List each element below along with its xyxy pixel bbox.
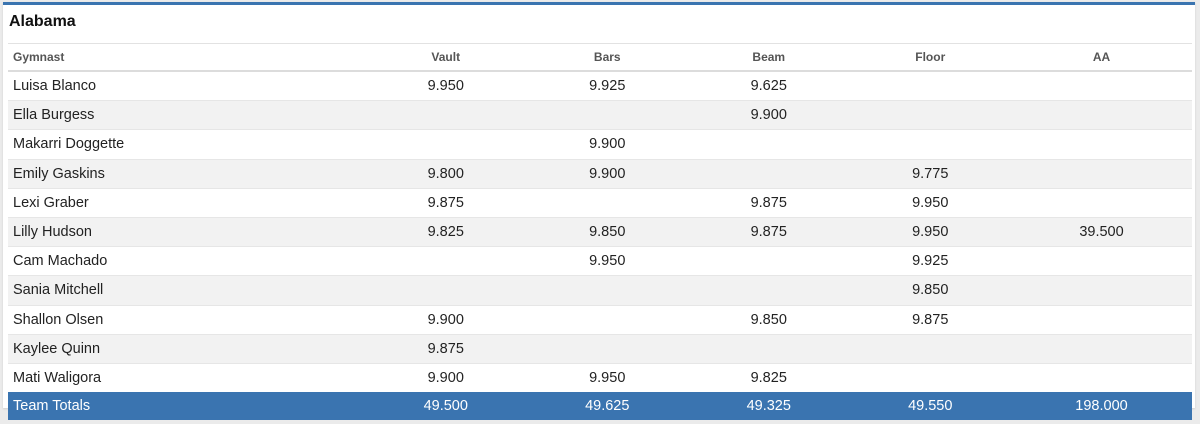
column-header-aa[interactable]: AA (1011, 43, 1192, 72)
gymnast-name-cell: Mati Waligora (8, 362, 365, 393)
floor-score-cell: 9.925 (849, 246, 1011, 276)
column-header-beam[interactable]: Beam (688, 43, 850, 72)
vault-score-cell (365, 129, 527, 160)
floor-score-cell (849, 70, 1011, 101)
floor-score-cell (849, 129, 1011, 160)
gymnast-name-cell: Luisa Blanco (8, 70, 365, 101)
table-row: Emily Gaskins 9.800 9.900 9.775 (8, 158, 1192, 189)
aa-score-cell (1011, 333, 1192, 364)
aa-score-cell (1011, 129, 1192, 160)
floor-score-cell: 9.950 (849, 216, 1011, 247)
bars-score-cell (526, 100, 688, 130)
vault-score-cell: 9.875 (365, 187, 527, 218)
column-header-bars[interactable]: Bars (526, 43, 688, 72)
aa-score-cell (1011, 187, 1192, 218)
floor-score-cell (849, 333, 1011, 364)
vault-score-cell: 9.875 (365, 333, 527, 364)
table-row: Mati Waligora 9.900 9.950 9.825 (8, 362, 1192, 393)
total-aa: 198.000 (1011, 392, 1192, 421)
vault-score-cell: 9.950 (365, 70, 527, 101)
scores-table: Gymnast Vault Bars Beam Floor AA Luisa B… (8, 43, 1192, 421)
gymnast-name-cell: Lexi Graber (8, 187, 365, 218)
total-beam: 49.325 (688, 392, 850, 421)
floor-score-cell: 9.950 (849, 187, 1011, 218)
vault-score-cell: 9.825 (365, 216, 527, 247)
column-header-gymnast[interactable]: Gymnast (8, 43, 365, 72)
beam-score-cell (688, 158, 850, 189)
team-scores-panel: Alabama Gymnast Vault Bars Beam Floor AA… (3, 2, 1195, 421)
totals-label: Team Totals (8, 392, 365, 421)
bars-score-cell: 9.925 (526, 70, 688, 101)
table-row: Kaylee Quinn 9.875 (8, 333, 1192, 364)
table-row: Shallon Olsen 9.900 9.850 9.875 (8, 304, 1192, 335)
beam-score-cell (688, 246, 850, 276)
gymnast-name-cell: Emily Gaskins (8, 158, 365, 189)
bars-score-cell: 9.900 (526, 158, 688, 189)
aa-score-cell (1011, 304, 1192, 335)
floor-score-cell: 9.875 (849, 304, 1011, 335)
total-floor: 49.550 (849, 392, 1011, 421)
aa-score-cell (1011, 246, 1192, 276)
column-header-vault[interactable]: Vault (365, 43, 527, 72)
bars-score-cell (526, 333, 688, 364)
gymnast-name-cell: Ella Burgess (8, 100, 365, 130)
total-bars: 49.625 (526, 392, 688, 421)
beam-score-cell (688, 275, 850, 305)
score-rows: Luisa Blanco 9.950 9.925 9.625 Ella Burgess 9… (8, 70, 1192, 393)
bars-score-cell: 9.950 (526, 246, 688, 276)
aa-score-cell (1011, 362, 1192, 393)
vault-score-cell (365, 275, 527, 305)
table-row: Ella Burgess 9.900 (8, 100, 1192, 130)
gymnast-name-cell: Cam Machado (8, 246, 365, 276)
vault-score-cell: 9.800 (365, 158, 527, 189)
table-row: Cam Machado 9.950 9.925 (8, 246, 1192, 276)
table-header-row: Gymnast Vault Bars Beam Floor AA (8, 43, 1192, 72)
vault-score-cell (365, 246, 527, 276)
table-row: Sania Mitchell 9.850 (8, 275, 1192, 305)
bars-score-cell (526, 187, 688, 218)
total-vault: 49.500 (365, 392, 527, 421)
beam-score-cell: 9.825 (688, 362, 850, 393)
beam-score-cell (688, 129, 850, 160)
aa-score-cell (1011, 100, 1192, 130)
beam-score-cell: 9.875 (688, 216, 850, 247)
bars-score-cell (526, 304, 688, 335)
vault-score-cell (365, 100, 527, 130)
table-row: Lexi Graber 9.875 9.875 9.950 (8, 187, 1192, 218)
beam-score-cell: 9.875 (688, 187, 850, 218)
floor-score-cell: 9.850 (849, 275, 1011, 305)
bars-score-cell: 9.950 (526, 362, 688, 393)
team-title: Alabama (9, 13, 76, 30)
bars-score-cell: 9.900 (526, 129, 688, 160)
beam-score-cell: 9.900 (688, 100, 850, 130)
bars-score-cell (526, 275, 688, 305)
aa-score-cell (1011, 275, 1192, 305)
aa-score-cell: 39.500 (1011, 216, 1192, 247)
column-header-floor[interactable]: Floor (849, 43, 1011, 72)
beam-score-cell: 9.850 (688, 304, 850, 335)
beam-score-cell: 9.625 (688, 70, 850, 101)
beam-score-cell (688, 333, 850, 364)
floor-score-cell (849, 362, 1011, 393)
aa-score-cell (1011, 158, 1192, 189)
vault-score-cell: 9.900 (365, 362, 527, 393)
table-row: Lilly Hudson 9.825 9.850 9.875 9.950 39.500 (8, 216, 1192, 247)
table-row: Luisa Blanco 9.950 9.925 9.625 (8, 70, 1192, 101)
table-row: Makarri Doggette 9.900 (8, 129, 1192, 160)
vault-score-cell: 9.900 (365, 304, 527, 335)
floor-score-cell (849, 100, 1011, 130)
aa-score-cell (1011, 70, 1192, 101)
gymnast-name-cell: Makarri Doggette (8, 129, 365, 160)
gymnast-name-cell: Lilly Hudson (8, 216, 365, 247)
bars-score-cell: 9.850 (526, 216, 688, 247)
gymnast-name-cell: Shallon Olsen (8, 304, 365, 335)
floor-score-cell: 9.775 (849, 158, 1011, 189)
gymnast-name-cell: Sania Mitchell (8, 275, 365, 305)
gymnast-name-cell: Kaylee Quinn (8, 333, 365, 364)
team-totals-row: Team Totals 49.500 49.625 49.325 49.550 … (8, 392, 1192, 421)
